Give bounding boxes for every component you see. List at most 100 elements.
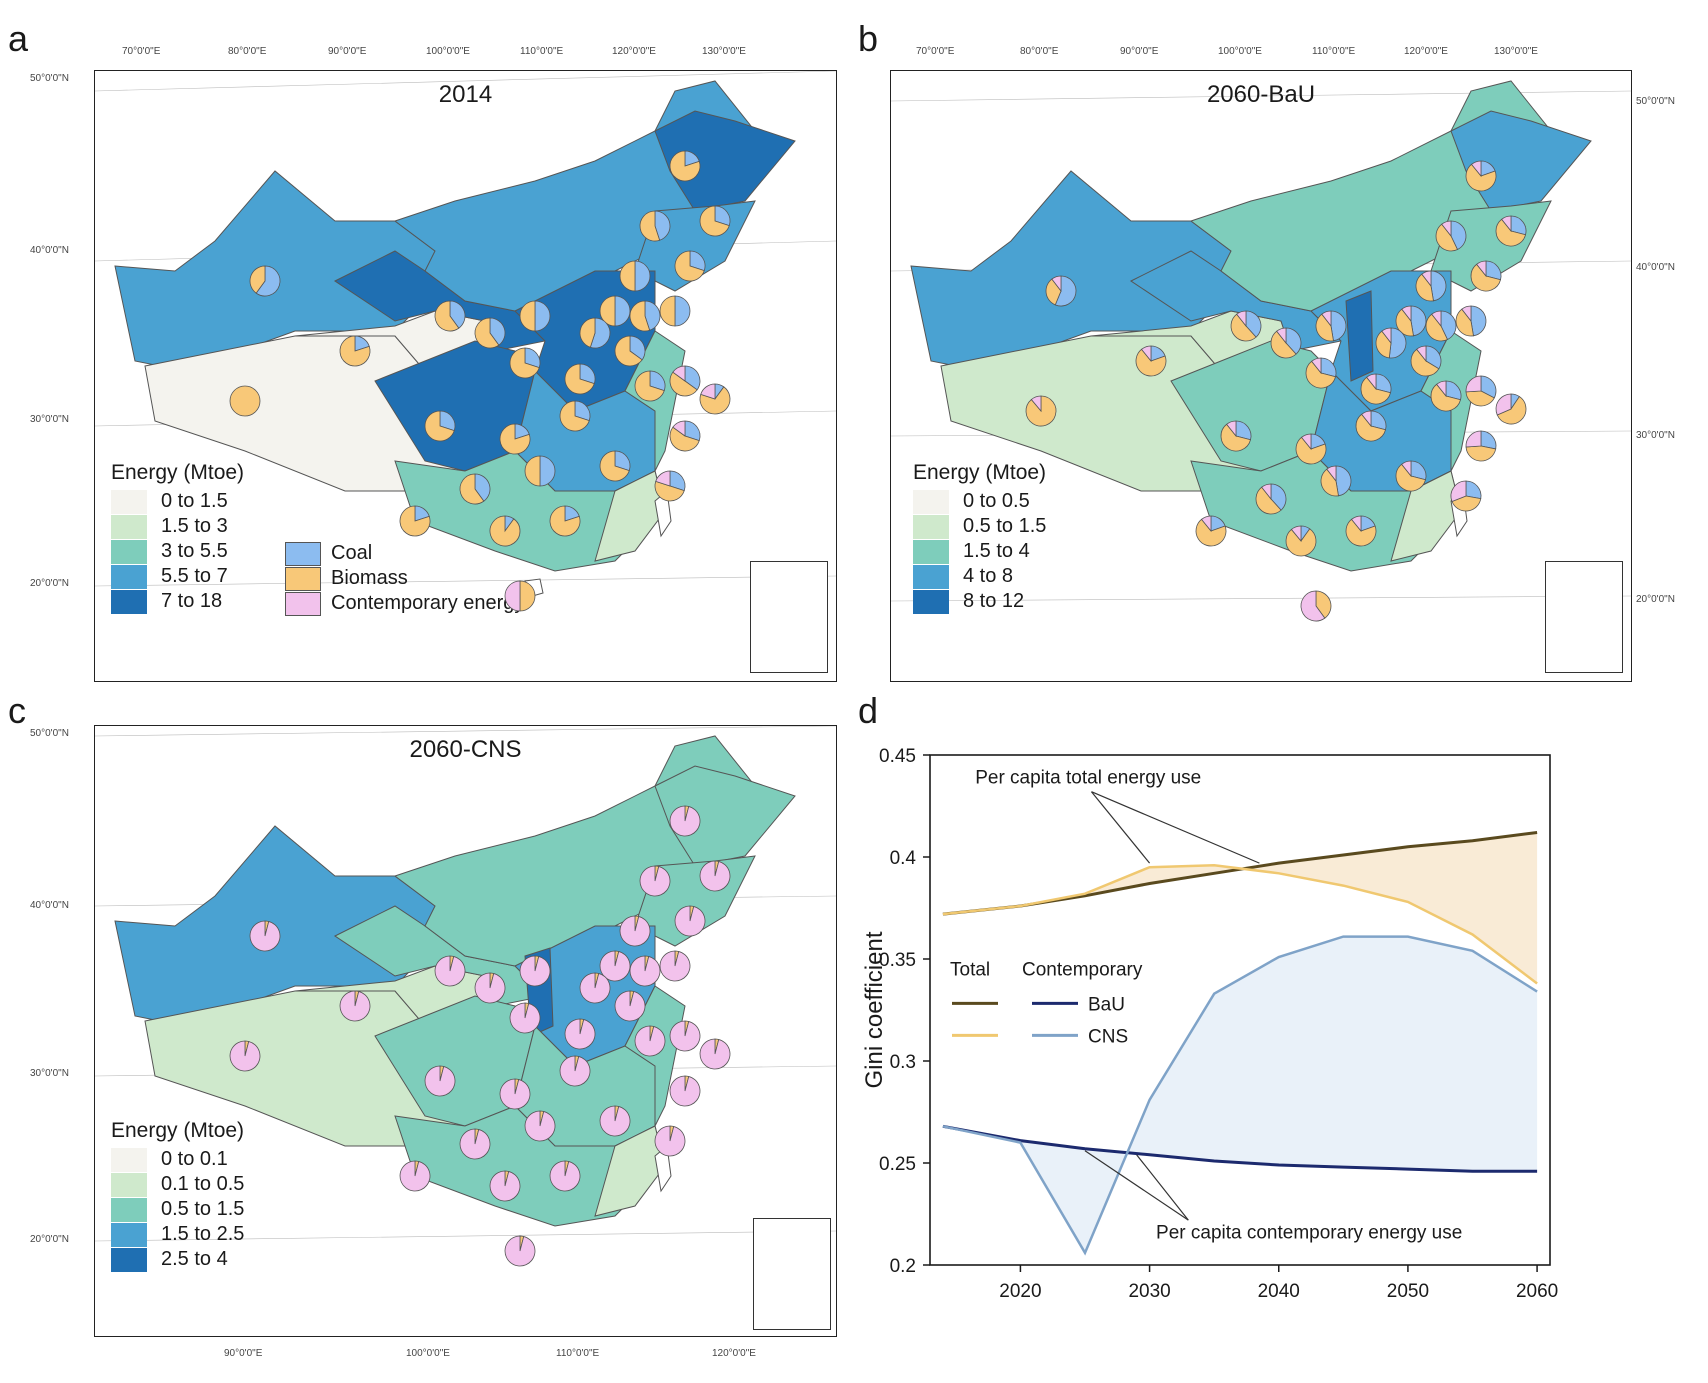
pie-chart-province — [549, 505, 581, 537]
panel-c-map: 2060-CNS Energy (Mtoe) 0 to 0.1 0.1 to 0… — [94, 725, 837, 1337]
pie-chart-province — [1305, 357, 1337, 389]
y-tick-label: 0.25 — [879, 1154, 916, 1175]
pie-chart-province — [699, 860, 731, 892]
pie-chart-province — [639, 210, 671, 242]
pie-chart-province — [1465, 430, 1497, 462]
panel-c-left-tick: 50°0'0"N — [30, 728, 69, 739]
pie-chart-province — [629, 955, 661, 987]
panel-a-top-tick: 80°0'0"E — [228, 46, 267, 57]
pie-chart-province — [579, 317, 611, 349]
type-legend-row: Coal — [285, 541, 524, 566]
x-tick-label: 2030 — [1128, 1281, 1170, 1302]
y-tick-label: 0.2 — [890, 1256, 916, 1277]
pie-chart-province — [1320, 465, 1352, 497]
panel-a-letter: a — [8, 18, 29, 59]
pie-chart-province — [1045, 275, 1077, 307]
panel-a-left-tick: 30°0'0"N — [30, 414, 69, 425]
legend-row: 0.1 to 0.5 — [111, 1172, 244, 1197]
annotation-total: Per capita total energy use — [975, 768, 1201, 789]
legend-row: 5.5 to 7 — [111, 564, 244, 589]
plot-frame — [929, 754, 1551, 1266]
pie-chart-province — [1415, 270, 1447, 302]
annotation-contemporary: Per capita contemporary energy use — [1156, 1222, 1462, 1243]
pie-chart-province — [669, 420, 701, 452]
legend-row: 7 to 18 — [111, 589, 244, 614]
pie-chart-province — [634, 370, 666, 402]
pie-chart-province — [564, 363, 596, 395]
pie-chart-province — [1220, 420, 1252, 452]
region-fujian-guangdong — [1390, 470, 1462, 562]
legend-label: 0 to 1.5 — [161, 490, 228, 512]
pie-chart-province — [654, 1125, 686, 1157]
panel-a-top-tick: 130°0'0"E — [702, 46, 746, 57]
type-legend-label: Biomass — [331, 567, 408, 589]
panel-a-energy-type-legend: Coal Biomass Contemporary energy — [285, 541, 524, 616]
panel-c-legend-title: Energy (Mtoe) — [111, 1119, 245, 1142]
pie-chart-province — [599, 450, 631, 482]
panel-b-map: 2060-BaU Energy (Mtoe) 0 to 0.5 0.5 to 1… — [890, 70, 1632, 682]
panel-b-top-tick: 130°0'0"E — [1494, 46, 1538, 57]
pie-chart-province — [669, 1020, 701, 1052]
region-heilongjiang — [654, 765, 796, 867]
pie-chart-province — [1300, 590, 1332, 622]
pie-chart-province — [1465, 375, 1497, 407]
legend-label: 4 to 8 — [963, 565, 1014, 587]
panel-a-south-china-sea-inset — [750, 561, 828, 673]
pie-chart-province — [599, 295, 631, 327]
pie-chart-province — [509, 347, 541, 379]
pie-chart-province — [524, 455, 556, 487]
legend-row: 3 to 5.5 — [111, 539, 244, 564]
legend-row: 0 to 0.5 — [913, 489, 1046, 514]
pie-chart-province — [399, 1160, 431, 1192]
pie-chart-province — [519, 300, 551, 332]
type-legend-row: Contemporary energy — [285, 591, 524, 616]
pie-chart-province — [1025, 395, 1057, 427]
leader-line — [1084, 1150, 1189, 1221]
pie-chart-province — [669, 1075, 701, 1107]
panel-a-top-tick: 70°0'0"E — [122, 46, 161, 57]
x-tick-label: 2050 — [1387, 1281, 1429, 1302]
legend-swatch — [913, 489, 949, 514]
pie-chart-province — [1375, 327, 1407, 359]
panel-b-right-tick: 40°0'0"N — [1636, 262, 1675, 273]
pie-chart-province — [499, 1078, 531, 1110]
pie-chart-province — [654, 470, 686, 502]
legend-swatch — [913, 514, 949, 539]
legend-label: 7 to 18 — [161, 590, 223, 612]
panel-c-left-tick: 40°0'0"N — [30, 900, 69, 911]
legend-row: 1.5 to 2.5 — [111, 1222, 244, 1247]
pie-chart-province — [424, 410, 456, 442]
legend-row: 1.5 to 4 — [913, 539, 1046, 564]
y-tick-label: 0.45 — [879, 746, 916, 767]
panel-b-legend-title: Energy (Mtoe) — [913, 461, 1047, 484]
pie-chart-province — [1430, 380, 1462, 412]
legend-swatch — [111, 589, 147, 614]
pie-chart-province — [459, 1128, 491, 1160]
legend-label: 1.5 to 4 — [963, 540, 1030, 562]
panel-b-right-tick: 50°0'0"N — [1636, 96, 1675, 107]
panel-c-bottom-tick: 90°0'0"E — [224, 1348, 263, 1359]
pie-chart-province — [564, 1018, 596, 1050]
panel-b-top-tick: 90°0'0"E — [1120, 46, 1159, 57]
gini-chart: 2020 2030 2040 2050 2060 0.2 0.25 0.3 0.35 0.4 0.4… — [860, 730, 1660, 1350]
pie-chart-province — [1395, 305, 1427, 337]
pie-chart-province — [674, 250, 706, 282]
panel-c-left-tick: 20°0'0"N — [30, 1234, 69, 1245]
pie-chart-province — [489, 515, 521, 547]
legend-label: 8 to 12 — [963, 590, 1025, 612]
contemporary-gap-area — [942, 936, 1538, 1253]
pie-chart-province — [579, 972, 611, 1004]
y-tick-label: 0.3 — [890, 1052, 916, 1073]
panel-a-legend-title: Energy (Mtoe) — [111, 461, 245, 484]
pie-chart-province — [659, 950, 691, 982]
pie-chart-province — [699, 383, 731, 415]
region-fujian-guangdong — [594, 1125, 666, 1217]
pie-chart-province — [474, 972, 506, 1004]
pie-chart-province — [1465, 160, 1497, 192]
legend-row: 8 to 12 — [913, 589, 1046, 614]
pie-chart-province — [424, 1065, 456, 1097]
panel-c-title: 2060-CNS — [409, 736, 522, 763]
legend-label: 1.5 to 2.5 — [161, 1223, 245, 1245]
panel-d-letter: d — [858, 690, 879, 731]
legend-swatch — [111, 514, 147, 539]
